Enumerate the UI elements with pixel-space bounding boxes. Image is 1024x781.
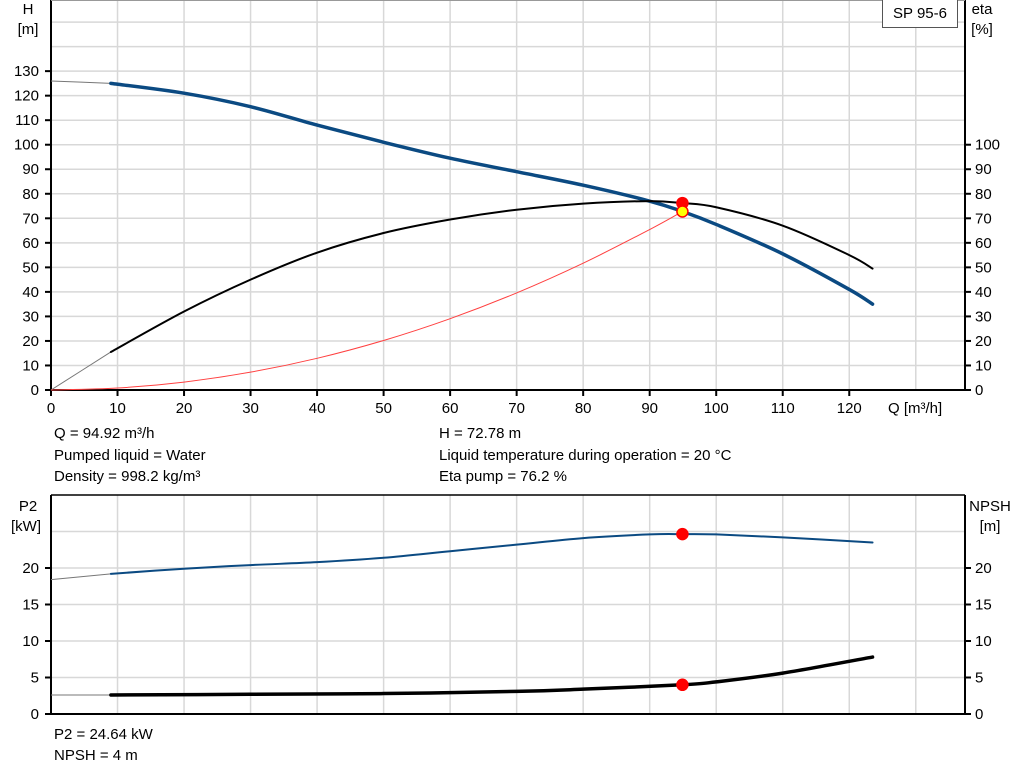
y-tick-label-left: 20 [22, 333, 39, 350]
duty-point [676, 678, 689, 692]
y-tick-label-right: 0 [975, 382, 983, 399]
y-tick-label-right: 10 [975, 357, 992, 374]
npsh-axis-unit: [m] [980, 518, 1001, 535]
x-tick-label: 10 [109, 400, 126, 417]
duty-p2: P2 = 24.64 kW [54, 726, 153, 743]
y-tick-label-left: 80 [22, 186, 39, 203]
y-tick-label-left: 50 [22, 259, 39, 276]
y-tick-label-left: 130 [14, 63, 39, 80]
x-tick-label: 110 [771, 400, 795, 417]
x-tick-label: 70 [508, 400, 525, 417]
duty-liquid: Pumped liquid = Water [54, 447, 206, 464]
duty-npsh: NPSH = 4 m [54, 747, 138, 764]
x-tick-label: 100 [704, 400, 729, 417]
y-tick-label-left: 90 [22, 161, 39, 178]
y-tick-label-left: 100 [14, 137, 39, 154]
y-tick-label-left: 30 [22, 308, 39, 325]
x-tick-label: 20 [176, 400, 193, 417]
y-tick-label-right: 20 [975, 560, 992, 577]
y-tick-label-right: 60 [975, 235, 992, 252]
y-tick-label-right: 30 [975, 308, 992, 325]
y-tick-label-left: 0 [31, 706, 39, 723]
y-tick-label-left: 5 [31, 670, 39, 687]
head-curve [109, 81, 875, 306]
y-tick-label-left: 70 [22, 210, 39, 227]
duty-eta: Eta pump = 76.2 % [439, 468, 567, 485]
x-tick-label: 120 [837, 400, 862, 417]
npsh-axis-label: NPSH [969, 498, 1011, 515]
eta-curve [109, 200, 874, 353]
y-tick-label-left: 20 [22, 560, 39, 577]
y-tick-label-right: 50 [975, 259, 992, 276]
q-axis-label: Q [m³/h] [888, 400, 942, 417]
x-tick-label: 0 [47, 400, 55, 417]
y-tick-label-left: 110 [15, 112, 39, 129]
x-tick-label: 60 [442, 400, 459, 417]
y-tick-label-left: 10 [22, 633, 39, 650]
x-tick-label: 50 [375, 400, 392, 417]
y-tick-label-left: 15 [22, 597, 39, 614]
x-tick-label: 80 [575, 400, 592, 417]
duty-point [676, 527, 689, 541]
head-eta-panel: 0102030405060708090100110120130010203040… [14, 0, 1000, 417]
y-tick-label-left: 60 [22, 235, 39, 252]
y-tick-label-left: 10 [22, 357, 39, 374]
eta-axis-label: eta [972, 1, 994, 18]
y-tick-label-right: 10 [975, 633, 992, 650]
duty-temperature: Liquid temperature during operation = 20… [439, 447, 732, 464]
y-tick-label-right: 70 [975, 210, 992, 227]
y-tick-label-right: 80 [975, 186, 992, 203]
h-axis-unit: [m] [18, 21, 39, 38]
eta-axis-unit: [%] [971, 21, 993, 38]
y-tick-label-left: 120 [14, 88, 39, 105]
p2-axis-unit: [kW] [11, 518, 41, 535]
npsh-curve [109, 655, 875, 697]
y-tick-label-right: 90 [975, 161, 992, 178]
power-npsh-panel: 0 5 10 15 20 0 5 10 15 20 [22, 494, 992, 723]
x-tick-label: 40 [309, 400, 326, 417]
y-tick-label-left: 40 [22, 284, 39, 301]
system-curve [50, 211, 683, 391]
p2-axis-label: P2 [19, 498, 37, 515]
duty-q: Q = 94.92 m³/h [54, 425, 155, 442]
eta-curve-extension [50, 351, 112, 391]
y-tick-label-right: 5 [975, 670, 983, 687]
x-tick-label: 30 [242, 400, 259, 417]
h-axis-label: H [23, 1, 34, 18]
duty-point [676, 205, 689, 218]
y-tick-label-right: 40 [975, 284, 992, 301]
power-curve-extension [50, 573, 111, 581]
x-tick-label: 90 [641, 400, 658, 417]
duty-density: Density = 998.2 kg/m³ [54, 468, 201, 485]
head-curve-extension [50, 80, 111, 84]
power-curve [109, 533, 874, 575]
y-tick-label-right: 20 [975, 333, 992, 350]
pump-model-label: SP 95-6 [882, 0, 958, 28]
y-tick-label-right: 100 [975, 137, 1000, 154]
y-tick-label-right: 0 [975, 706, 983, 723]
y-tick-label-right: 15 [975, 597, 992, 614]
y-tick-label-left: 0 [31, 382, 39, 399]
duty-h: H = 72.78 m [439, 425, 522, 442]
